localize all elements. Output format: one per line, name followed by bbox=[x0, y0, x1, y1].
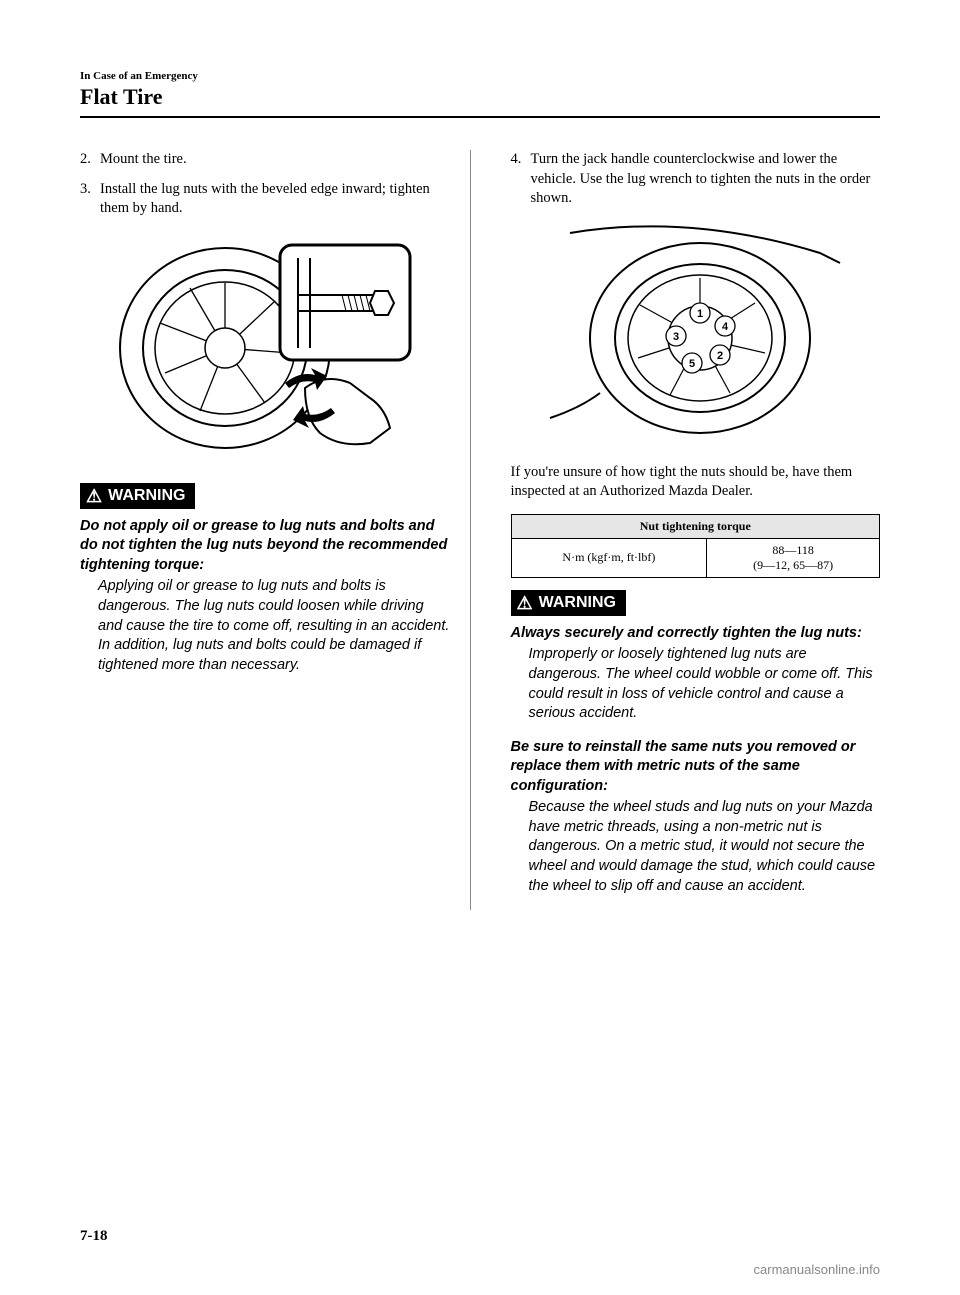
warning-body: Improperly or loosely tightened lug nuts… bbox=[511, 645, 881, 723]
step-text: Turn the jack handle counterclockwise an… bbox=[531, 150, 881, 209]
step-number: 4. bbox=[511, 150, 531, 209]
step-item: 3. Install the lug nuts with the beveled… bbox=[80, 180, 450, 219]
left-column: 2. Mount the tire. 3. Install the lug nu… bbox=[80, 150, 471, 910]
torque-table: Nut tightening torque N·m (kgf·m, ft·lbf… bbox=[511, 514, 881, 578]
svg-text:5: 5 bbox=[689, 358, 695, 370]
warning-icon: ⚠ bbox=[517, 594, 533, 612]
tighten-order-illustration: 1 4 2 5 3 bbox=[511, 223, 881, 443]
page-header: In Case of an Emergency Flat Tire bbox=[80, 70, 880, 118]
step-number: 2. bbox=[80, 150, 100, 170]
right-column: 4. Turn the jack handle counterclockwise… bbox=[501, 150, 881, 910]
watermark: carmanualsonline.info bbox=[754, 1262, 880, 1277]
table-header: Nut tightening torque bbox=[511, 514, 880, 538]
warning-icon: ⚠ bbox=[86, 487, 102, 505]
warning-heading: Do not apply oil or grease to lug nuts a… bbox=[80, 517, 450, 576]
torque-unit-cell: N·m (kgf·m, ft·lbf) bbox=[511, 538, 707, 577]
warning-body: Applying oil or grease to lug nuts and b… bbox=[80, 577, 450, 675]
section-title: Flat Tire bbox=[80, 84, 880, 110]
step-item: 2. Mount the tire. bbox=[80, 150, 450, 170]
torque-value-cell: 88—118 (9—12, 65—87) bbox=[707, 538, 880, 577]
warning-label-text: WARNING bbox=[539, 594, 616, 612]
step-text: Install the lug nuts with the beveled ed… bbox=[100, 180, 450, 219]
manual-page: In Case of an Emergency Flat Tire 2. Mou… bbox=[0, 0, 960, 1295]
warning-badge: ⚠ WARNING bbox=[80, 483, 195, 509]
page-number: 7-18 bbox=[80, 1228, 108, 1245]
svg-text:2: 2 bbox=[717, 350, 723, 362]
step-item: 4. Turn the jack handle counterclockwise… bbox=[511, 150, 881, 209]
svg-text:4: 4 bbox=[722, 321, 729, 333]
step-text: Mount the tire. bbox=[100, 150, 450, 170]
content-columns: 2. Mount the tire. 3. Install the lug nu… bbox=[80, 150, 880, 910]
warning-body: Because the wheel studs and lug nuts on … bbox=[511, 798, 881, 896]
svg-text:3: 3 bbox=[673, 331, 679, 343]
warning-heading: Be sure to reinstall the same nuts you r… bbox=[511, 738, 881, 797]
chapter-label: In Case of an Emergency bbox=[80, 70, 880, 82]
inspect-note: If you're unsure of how tight the nuts s… bbox=[511, 463, 881, 502]
warning-heading: Always securely and correctly tighten th… bbox=[511, 624, 881, 644]
lug-nut-illustration bbox=[80, 233, 450, 463]
step-number: 3. bbox=[80, 180, 100, 219]
warning-label-text: WARNING bbox=[108, 487, 185, 505]
warning-badge: ⚠ WARNING bbox=[511, 590, 626, 616]
svg-text:1: 1 bbox=[697, 308, 703, 320]
